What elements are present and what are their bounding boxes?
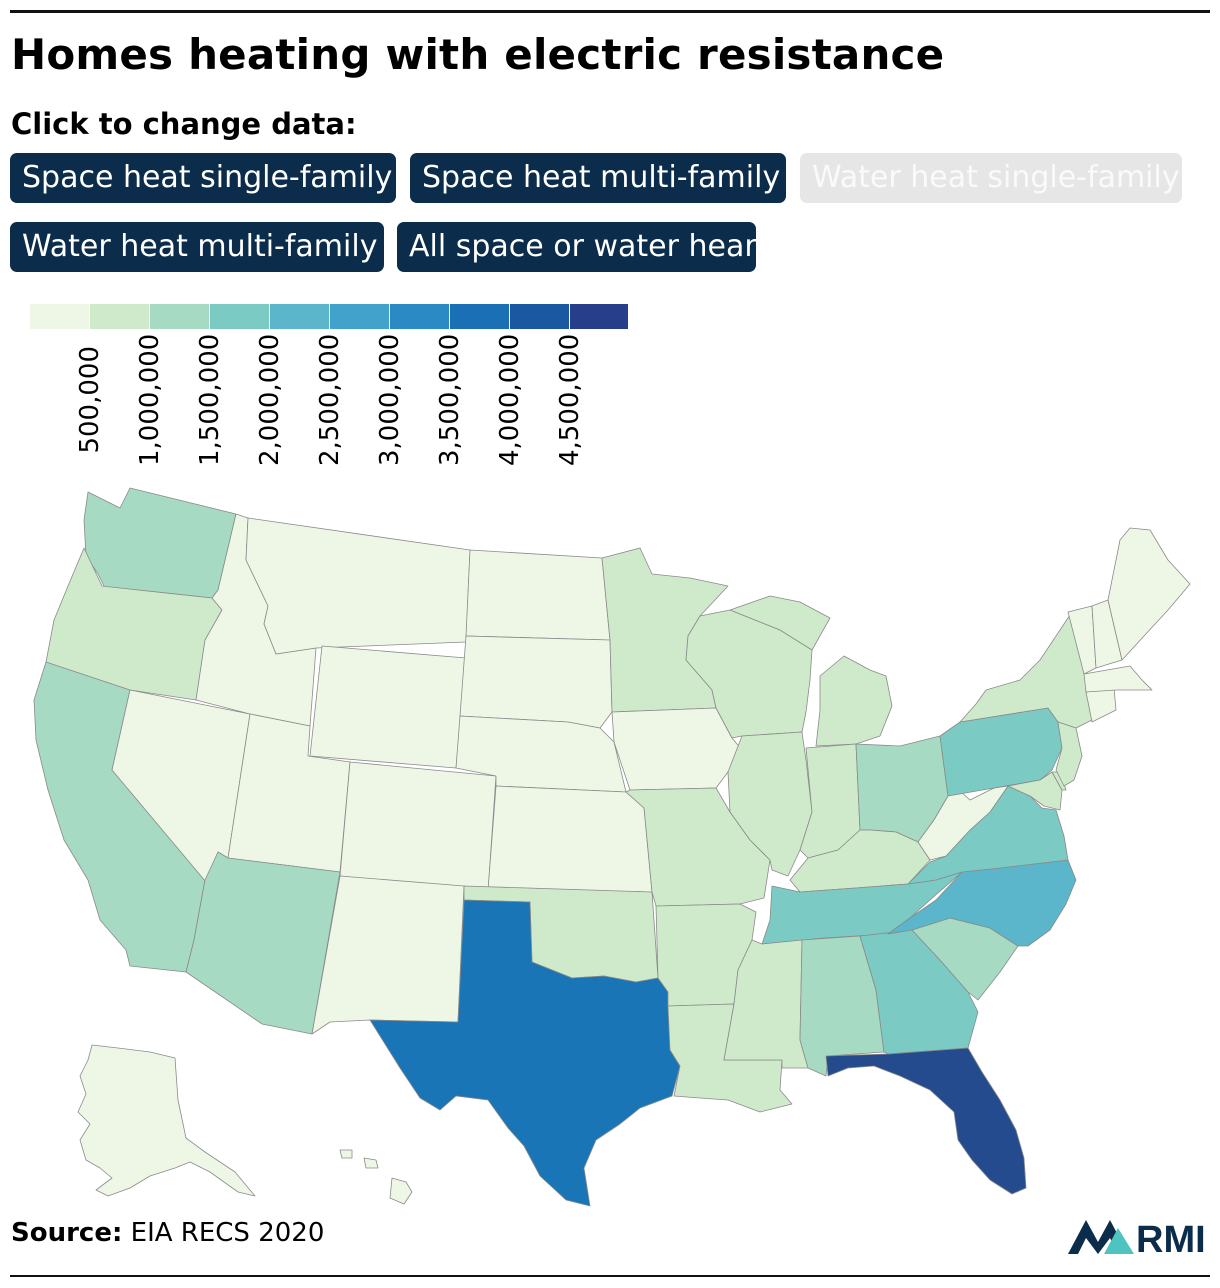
legend-tick-label: 3,500,000 [435, 333, 465, 466]
legend-tick-label: 2,000,000 [255, 333, 285, 466]
state-washington[interactable] [83, 487, 237, 599]
color-legend: 500,000 1,000,000 1,500,000 2,000,000 2,… [30, 304, 630, 484]
source-label: Source: [11, 1218, 123, 1248]
state-hawaii[interactable] [339, 1149, 413, 1205]
legend-swatch [90, 304, 149, 329]
state-north-carolina[interactable] [887, 859, 1077, 947]
rmi-logo: RMI [1068, 1219, 1206, 1256]
source-text: EIA RECS 2020 [130, 1218, 325, 1248]
state-wyoming[interactable] [309, 645, 467, 769]
state-illinois[interactable] [727, 731, 813, 877]
water-heat-multi-family-button[interactable]: Water heat multi-family [10, 222, 384, 272]
legend-tick-label: 4,000,000 [495, 333, 525, 466]
us-choropleth-map [33, 487, 1191, 1207]
rmi-teal-mark [1104, 1228, 1134, 1254]
legend-swatch [330, 304, 389, 329]
legend-tick-label: 1,000,000 [135, 333, 165, 466]
water-heat-single-family-button[interactable]: Water heat single-family [800, 153, 1182, 203]
top-rule [10, 10, 1210, 13]
legend-tick-label: 1,500,000 [195, 333, 225, 466]
state-maine[interactable] [1107, 527, 1191, 661]
all-space-or-water-button[interactable]: All space or water hear [397, 222, 756, 272]
state-missouri[interactable] [625, 787, 771, 907]
legend-tick-label: 4,500,000 [555, 333, 585, 466]
legend-swatch [270, 304, 329, 329]
state-montana[interactable] [245, 517, 471, 655]
space-heat-multi-family-button[interactable]: Space heat multi-family [410, 153, 786, 203]
state-arizona[interactable] [185, 851, 341, 1035]
legend-swatch [450, 304, 509, 329]
bottom-rule [10, 1275, 1210, 1277]
legend-swatch [390, 304, 449, 329]
legend-swatch [570, 304, 628, 329]
state-kansas[interactable] [487, 785, 653, 893]
state-north-dakota[interactable] [465, 549, 611, 641]
state-maryland[interactable] [1007, 771, 1063, 811]
legend-swatch [150, 304, 209, 329]
state-massachusetts[interactable] [1083, 665, 1153, 693]
legend-swatch [30, 304, 89, 329]
legend-swatch [210, 304, 269, 329]
state-michigan[interactable] [729, 595, 893, 747]
legend-tick-label: 500,000 [75, 346, 105, 454]
rmi-mountain-mark [1068, 1220, 1128, 1254]
state-texas[interactable] [369, 899, 681, 1207]
rmi-logo-text: RMI [1136, 1219, 1206, 1256]
state-south-dakota[interactable] [459, 635, 613, 729]
state-florida[interactable] [825, 1047, 1027, 1195]
legend-swatch [510, 304, 569, 329]
state-new-jersey[interactable] [1055, 721, 1083, 787]
data-selector-label: Click to change data: [11, 107, 357, 141]
legend-tick-label: 3,000,000 [375, 333, 405, 466]
source-note: Source: EIA RECS 2020 [11, 1218, 324, 1248]
space-heat-single-family-button[interactable]: Space heat single-family [10, 153, 396, 203]
page-title: Homes heating with electric resistance [11, 30, 945, 79]
legend-tick-label: 2,500,000 [315, 333, 345, 466]
state-colorado[interactable] [339, 761, 497, 893]
state-alaska[interactable] [77, 1044, 256, 1197]
